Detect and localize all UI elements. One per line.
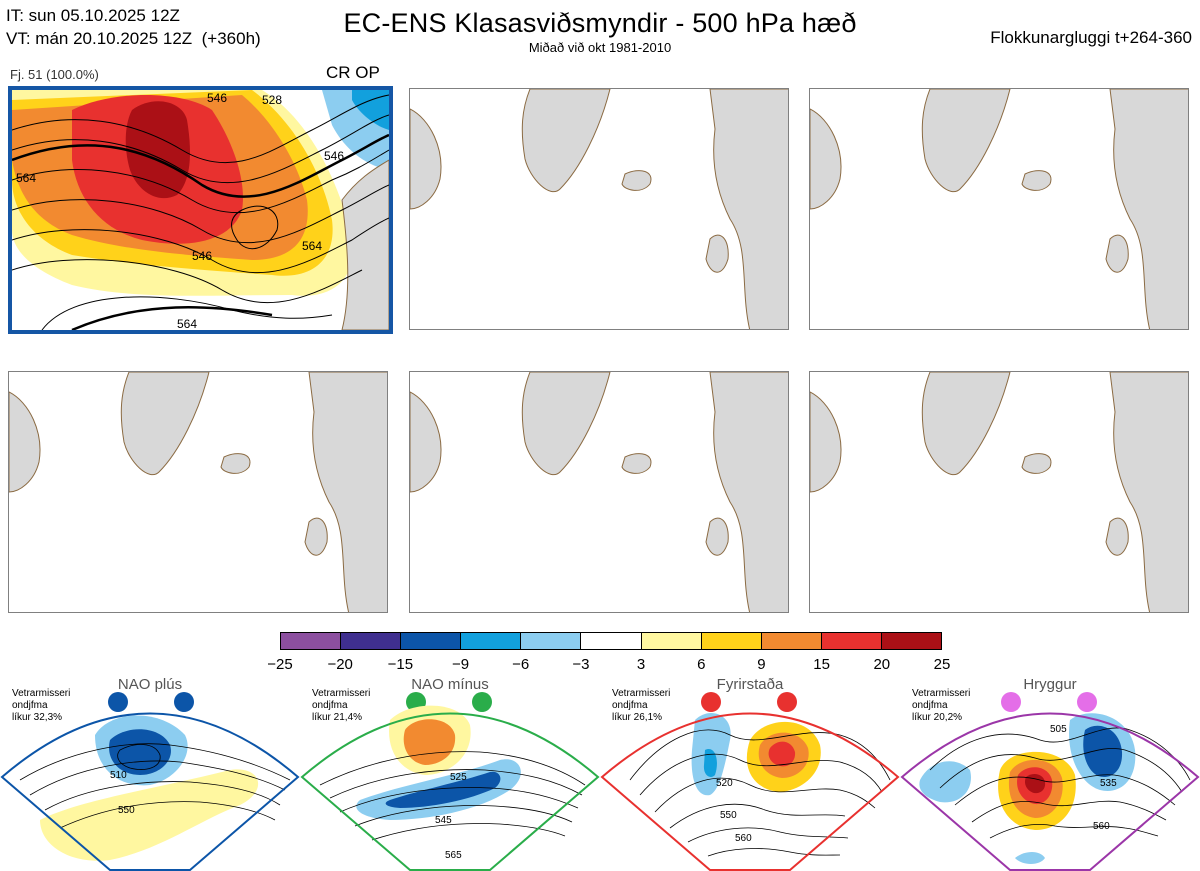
regime-marker <box>1001 692 1021 712</box>
cluster-map-main[interactable]: 564 546 546 564 528 546 564 <box>8 86 393 334</box>
cluster-map-4[interactable] <box>8 371 388 613</box>
cluster-map-6[interactable] <box>809 371 1189 613</box>
regime-months: ondjfma <box>912 700 948 711</box>
colorbar-swatch <box>401 633 462 649</box>
colorbar-tick-label: −20 <box>327 656 353 673</box>
regime-contour-label: 560 <box>735 833 752 844</box>
regime-contour-label: 520 <box>716 778 733 789</box>
contour-label: 528 <box>262 93 282 107</box>
colorbar-tick-label: 25 <box>933 656 951 673</box>
colorbar <box>280 632 942 650</box>
colorbar-tick-label: 20 <box>873 656 891 673</box>
colorbar-swatch <box>461 633 522 649</box>
page-subtitle: Miðað við okt 1981-2010 <box>528 40 672 55</box>
regime-probability: líkur 20,2% <box>912 712 963 723</box>
regime-title: Fyrirstaða <box>716 676 784 693</box>
regime-blocking[interactable]: Fyrirstaða Vetrarmisseri ondjfma líkur 26,… <box>600 676 900 871</box>
colorbar-swatch <box>641 633 702 649</box>
regime-title: Hryggur <box>1023 676 1077 693</box>
regime-contour-label: 550 <box>118 805 135 816</box>
colorbar-swatch <box>821 633 882 649</box>
cluster-map-3[interactable] <box>809 88 1189 330</box>
regime-season: Vetrarmisseri <box>912 688 971 699</box>
regime-probability: líkur 26,1% <box>612 712 663 723</box>
colorbar-swatch <box>281 633 342 649</box>
regime-months: ondjfma <box>612 700 648 711</box>
regime-title: NAO mínus <box>411 676 489 693</box>
regime-marker <box>108 692 128 712</box>
regime-contour-label: 565 <box>445 850 462 861</box>
regime-months: ondjfma <box>12 700 48 711</box>
page-title: EC-ENS Klasasviðsmyndir - 500 hPa hæð <box>343 8 857 38</box>
colorbar-swatch <box>761 633 822 649</box>
cluster-window: Flokkunargluggi t+264-360 <box>990 28 1192 47</box>
colorbar-tick-label: −9 <box>451 656 470 673</box>
colorbar-swatch <box>581 633 642 649</box>
colorbar-tick-label: −3 <box>572 656 590 673</box>
cluster-map-5[interactable] <box>409 371 789 613</box>
regime-probability: líkur 32,3% <box>12 712 63 723</box>
regime-contour-label: 550 <box>720 810 737 821</box>
colorbar-swatch <box>881 633 942 649</box>
regime-probability: líkur 21,4% <box>312 712 363 723</box>
regime-season: Vetrarmisseri <box>612 688 671 699</box>
regime-season: Vetrarmisseri <box>12 688 71 699</box>
regime-nao-minus[interactable]: NAO mínus Vetrarmisseri ondjfma líkur 21,4… <box>300 676 600 871</box>
contour-label: 546 <box>207 91 227 105</box>
regime-contour-label: 535 <box>1100 778 1117 789</box>
valid-time: VT: mán 20.10.2025 12Z (+360h) <box>6 29 261 48</box>
regime-marker <box>701 692 721 712</box>
regime-stats: Vetrarmisseri ondjfma líkur 32,3% <box>12 688 70 724</box>
regime-marker <box>1077 692 1097 712</box>
regime-stats: Vetrarmisseri ondjfma líkur 21,4% <box>312 688 370 724</box>
member-label: Fj. 51 (100.0%) <box>10 67 99 82</box>
colorbar-tick-label: −25 <box>267 656 293 673</box>
regime-season: Vetrarmisseri <box>312 688 371 699</box>
header-times: IT: sun 05.10.2025 12Z VT: mán 20.10.202… <box>6 4 261 50</box>
contour-label: 564 <box>16 171 36 185</box>
cluster-label: CR OP <box>326 63 380 82</box>
colorbar-tick-label: 9 <box>757 656 766 673</box>
colorbar-tick-label: −6 <box>512 656 530 673</box>
colorbar-tick-label: −15 <box>387 656 414 673</box>
regime-ridge[interactable]: Hryggur Vetrarmisseri ondjfma líkur 20,2% … <box>900 676 1200 871</box>
contour-label: 546 <box>192 249 212 263</box>
colorbar-tick-label: 15 <box>813 656 830 673</box>
regime-months: ondjfma <box>312 700 348 711</box>
contour-label: 564 <box>302 239 322 253</box>
contour-label: 564 <box>177 317 197 330</box>
colorbar-swatch <box>521 633 582 649</box>
regime-contour-label: 545 <box>435 815 452 826</box>
regime-contour-label: 505 <box>1050 724 1067 735</box>
colorbar-swatch <box>341 633 402 649</box>
contour-label: 546 <box>324 149 344 163</box>
colorbar-tick-label: 3 <box>636 656 646 673</box>
cluster-map-2[interactable] <box>409 88 789 330</box>
colorbar-swatch <box>701 633 762 649</box>
initial-time: IT: sun 05.10.2025 12Z <box>6 6 180 25</box>
colorbar-tick-label: 6 <box>697 656 706 673</box>
regime-marker <box>174 692 194 712</box>
regime-contour-label: 560 <box>1093 821 1110 832</box>
regime-nao-plus[interactable]: NAO plús Vetrarmisseri ondjfma líkur 32,3%… <box>0 676 300 871</box>
regime-title: NAO plús <box>117 676 183 693</box>
regime-marker <box>472 692 492 712</box>
regime-stats: Vetrarmisseri ondjfma líkur 26,1% <box>612 688 670 724</box>
regime-marker <box>777 692 797 712</box>
regime-stats: Vetrarmisseri ondjfma líkur 20,2% <box>912 688 970 724</box>
regime-contour-label: 525 <box>450 772 467 783</box>
regime-contour-label: 510 <box>110 770 127 781</box>
